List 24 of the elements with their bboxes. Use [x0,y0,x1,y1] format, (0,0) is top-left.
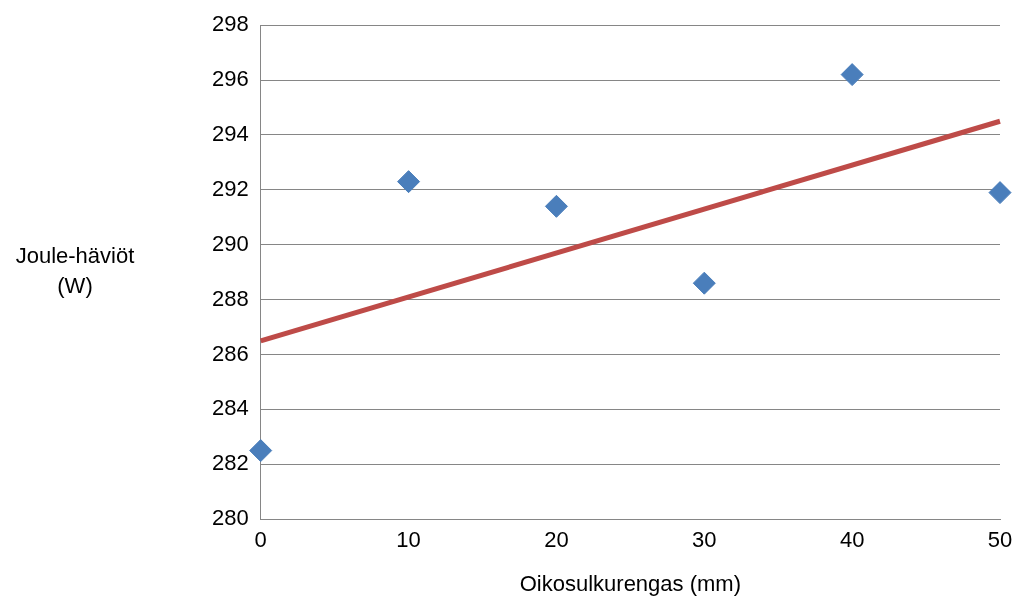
point [249,439,273,463]
point [397,170,421,194]
y-tick-label: 290 [211,230,249,256]
y-tick-label: 296 [211,66,249,92]
point [988,181,1012,205]
y-tick-label: 298 [211,11,249,37]
x-tick-label: 30 [692,527,717,553]
y-tick-label: 292 [211,175,249,201]
point [692,271,716,295]
y-tick-label: 294 [211,121,249,147]
point [840,63,864,87]
y-tick-label: 286 [211,340,249,366]
x-tick-label: 10 [396,527,421,553]
x-tick-label: 0 [254,527,267,553]
x-axis-title: Oikosulkurengas (mm) [519,570,741,596]
y-tick-label: 284 [211,395,249,421]
x-tick-label: 40 [839,527,865,553]
y-tick-label: 282 [211,450,249,476]
x-tick-label: 20 [544,527,569,553]
point [544,194,568,218]
x-tick-label: 50 [987,527,1013,553]
y-axis-title: Joule-häviöt (W) [15,243,135,299]
y-tick-label: 280 [211,505,249,531]
y-tick-label: 288 [211,285,249,311]
